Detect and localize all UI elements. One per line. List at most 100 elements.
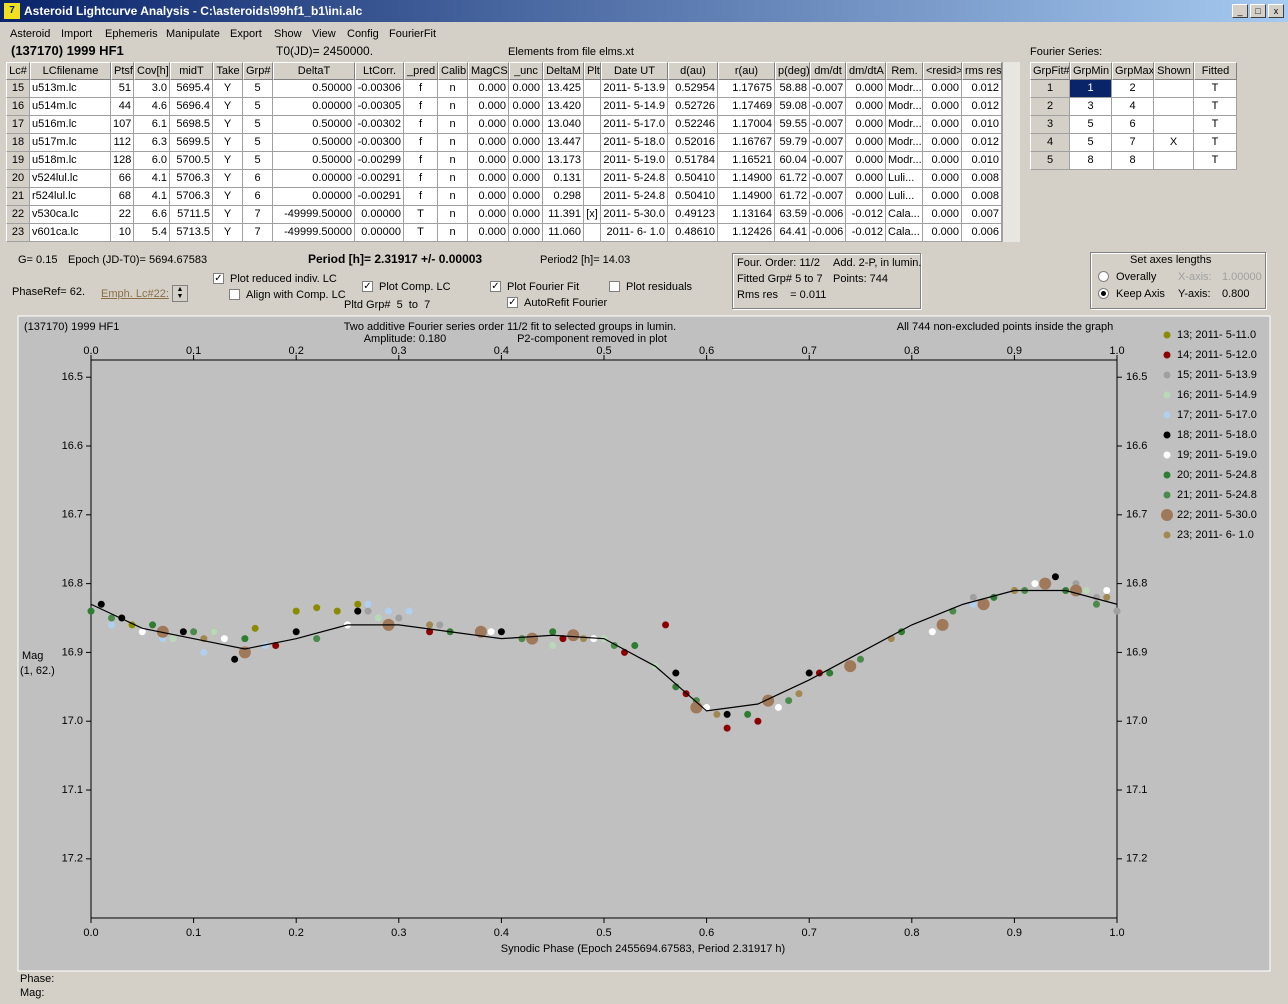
table-cell[interactable]: 4.1 — [134, 188, 170, 206]
table-cell[interactable] — [1154, 80, 1194, 98]
table-cell[interactable]: v524lul.lc — [30, 170, 111, 188]
table-cell[interactable]: 0.000 — [468, 116, 509, 134]
table-cell[interactable]: f — [404, 116, 438, 134]
table-cell[interactable]: v530ca.lc — [30, 206, 111, 224]
table-cell[interactable]: 1.12426 — [718, 224, 775, 242]
table-cell[interactable]: 5696.4 — [170, 98, 213, 116]
table-cell[interactable]: T — [404, 206, 438, 224]
table-cell[interactable]: 2011- 5-19.0 — [601, 152, 668, 170]
table-cell[interactable]: n — [438, 80, 468, 98]
table-cell[interactable]: 0.000 — [509, 116, 543, 134]
table-cell[interactable]: X — [1154, 134, 1194, 152]
table-cell[interactable] — [584, 170, 601, 188]
table-cell[interactable]: f — [404, 170, 438, 188]
table-cell[interactable]: -0.00302 — [355, 116, 404, 134]
table-cell[interactable]: 5 — [243, 116, 273, 134]
menu-item[interactable]: FourierFit — [389, 28, 437, 40]
row-header[interactable]: 1 — [1030, 80, 1070, 98]
table-cell[interactable]: u518m.lc — [30, 152, 111, 170]
table-cell[interactable]: 5713.5 — [170, 224, 213, 242]
menu-item[interactable]: Export — [230, 28, 262, 40]
table-cell[interactable]: 44 — [111, 98, 134, 116]
table-cell[interactable]: n — [438, 134, 468, 152]
table-cell[interactable]: f — [404, 134, 438, 152]
table-cell[interactable]: Cala... — [886, 206, 923, 224]
table-cell[interactable]: 0.000 — [923, 152, 962, 170]
table-cell[interactable]: f — [404, 152, 438, 170]
row-header[interactable]: 16 — [6, 98, 30, 116]
table-cell[interactable]: Modr... — [886, 152, 923, 170]
menu-item[interactable]: Import — [61, 28, 93, 40]
table-cell[interactable]: 0.000 — [923, 170, 962, 188]
table-cell[interactable]: v601ca.lc — [30, 224, 111, 242]
table-cell[interactable]: T — [404, 224, 438, 242]
table-cell[interactable]: 0.012 — [962, 134, 1002, 152]
table-cell[interactable]: 8 — [1112, 152, 1154, 170]
table-cell[interactable]: 60.04 — [775, 152, 810, 170]
row-header[interactable]: 2 — [1030, 98, 1070, 116]
table-cell[interactable] — [584, 134, 601, 152]
table-cell[interactable]: 0.000 — [468, 170, 509, 188]
table-cell[interactable]: -0.007 — [810, 134, 846, 152]
table-cell[interactable]: r524lul.lc — [30, 188, 111, 206]
table-cell[interactable]: 6 — [1112, 116, 1154, 134]
table-cell[interactable]: 22 — [111, 206, 134, 224]
table-cell[interactable]: T — [1194, 98, 1237, 116]
radio[interactable] — [1098, 271, 1109, 282]
table-cell[interactable]: -0.012 — [846, 224, 886, 242]
menu-item[interactable]: View — [312, 28, 336, 40]
checkbox[interactable]: ✓ — [362, 281, 373, 292]
table-cell[interactable]: 0.000 — [923, 206, 962, 224]
table-cell[interactable]: 0.298 — [543, 188, 584, 206]
table-cell[interactable]: 6 — [243, 188, 273, 206]
table-cell[interactable]: 0.000 — [923, 116, 962, 134]
table-cell[interactable]: 5.4 — [134, 224, 170, 242]
table-cell[interactable]: 5 — [243, 80, 273, 98]
table-cell[interactable]: 0.00000 — [273, 98, 355, 116]
table-cell[interactable]: 0.000 — [468, 80, 509, 98]
table-cell[interactable]: 0.48610 — [668, 224, 718, 242]
table-cell[interactable]: 2011- 5-18.0 — [601, 134, 668, 152]
table-cell[interactable]: 2011- 5-30.0 — [601, 206, 668, 224]
menu-item[interactable]: Ephemeris — [105, 28, 158, 40]
table-cell[interactable]: Modr... — [886, 116, 923, 134]
table-cell[interactable]: 0.50000 — [273, 80, 355, 98]
table-cell[interactable]: 13.040 — [543, 116, 584, 134]
table-cell[interactable]: -0.00300 — [355, 134, 404, 152]
table-cell[interactable]: Y — [213, 188, 243, 206]
emph-link[interactable]: Emph. Lc#22: — [101, 288, 169, 300]
table-cell[interactable]: Y — [213, 134, 243, 152]
table-cell[interactable]: 1.17469 — [718, 98, 775, 116]
table-cell[interactable]: n — [438, 188, 468, 206]
table-cell[interactable]: 61.72 — [775, 188, 810, 206]
table-cell[interactable]: 0.007 — [962, 206, 1002, 224]
table-cell[interactable]: 0.000 — [468, 152, 509, 170]
table-cell[interactable]: 0.000 — [468, 134, 509, 152]
table-cell[interactable]: 59.79 — [775, 134, 810, 152]
table-cell[interactable]: 2011- 5-24.8 — [601, 170, 668, 188]
table-cell[interactable]: n — [438, 224, 468, 242]
table-cell[interactable]: u513m.lc — [30, 80, 111, 98]
table-cell[interactable]: Y — [213, 224, 243, 242]
table-cell[interactable]: 0.000 — [468, 224, 509, 242]
table-cell[interactable]: Y — [213, 152, 243, 170]
checkbox[interactable]: ✓ — [490, 281, 501, 292]
table-cell[interactable]: 1 — [1070, 80, 1112, 98]
table-cell[interactable]: Modr... — [886, 80, 923, 98]
table-cell[interactable]: 0.000 — [509, 224, 543, 242]
table-cell[interactable]: 5 — [243, 98, 273, 116]
table-cell[interactable]: 68 — [111, 188, 134, 206]
table-cell[interactable]: -0.006 — [810, 206, 846, 224]
table-cell[interactable]: -0.00305 — [355, 98, 404, 116]
table-cell[interactable] — [1154, 116, 1194, 134]
table-cell[interactable]: 0.000 — [509, 188, 543, 206]
table-cell[interactable]: Y — [213, 206, 243, 224]
table-cell[interactable]: 1.14900 — [718, 188, 775, 206]
table-cell[interactable]: -0.007 — [810, 170, 846, 188]
table-cell[interactable]: 6.6 — [134, 206, 170, 224]
table-cell[interactable]: 66 — [111, 170, 134, 188]
table-cell[interactable]: 13.425 — [543, 80, 584, 98]
table-cell[interactable]: 0.010 — [962, 152, 1002, 170]
table-cell[interactable]: 63.59 — [775, 206, 810, 224]
table-cell[interactable]: 0.000 — [509, 134, 543, 152]
